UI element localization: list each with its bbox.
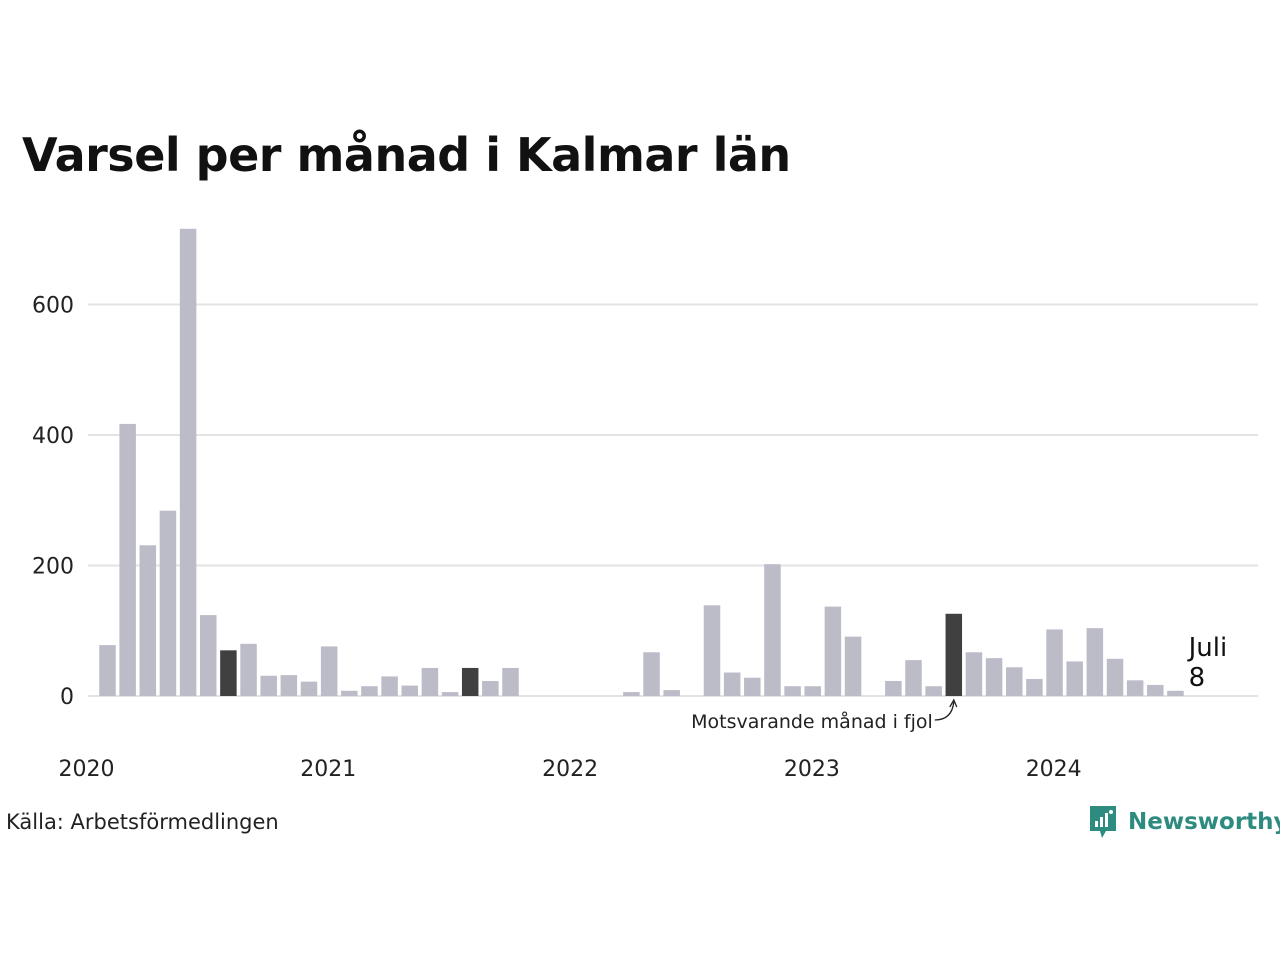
y-tick-label: 400	[32, 424, 74, 449]
bar	[461, 667, 479, 696]
bar	[885, 680, 902, 696]
bar	[643, 652, 660, 696]
bar	[381, 676, 398, 696]
bar	[844, 636, 862, 696]
bar	[945, 613, 963, 696]
bar	[341, 690, 358, 696]
bar	[482, 680, 499, 696]
y-tick-label: 600	[32, 294, 74, 319]
source-note: Källa: Arbetsförmedlingen	[6, 810, 279, 834]
x-tick-label: 2024	[1026, 757, 1082, 782]
y-tick-label: 0	[60, 685, 74, 710]
bar	[703, 605, 721, 696]
bar	[200, 615, 217, 696]
current-month-value: 8	[1189, 663, 1206, 693]
chart-title: Varsel per månad i Kalmar län	[22, 128, 791, 182]
bar	[99, 645, 116, 696]
bar	[300, 681, 318, 696]
newsworthy-logo-icon	[1090, 806, 1116, 838]
bar	[139, 545, 157, 696]
x-tick-label: 2020	[59, 757, 115, 782]
annotation-arrowhead	[949, 698, 958, 708]
bar	[502, 667, 519, 696]
bar	[905, 660, 922, 696]
bar	[119, 423, 136, 696]
bar	[1086, 628, 1104, 696]
annotation-arrow	[934, 701, 955, 721]
bar	[401, 685, 418, 696]
current-month-label: Juli	[1187, 633, 1228, 663]
bar	[220, 650, 237, 696]
bar	[744, 677, 761, 696]
bar	[663, 690, 680, 696]
bar	[764, 564, 781, 696]
bar	[179, 228, 197, 696]
bar	[280, 675, 298, 696]
bar	[159, 510, 177, 696]
bar	[1026, 679, 1043, 696]
bar	[623, 692, 640, 696]
bar	[240, 643, 257, 696]
x-tick-label: 2023	[784, 757, 840, 782]
newsworthy-logo[interactable]: Newsworthy	[1088, 804, 1280, 840]
bar	[1126, 680, 1144, 696]
bar	[925, 686, 942, 696]
bar	[824, 606, 842, 696]
annotation-text: Motsvarande månad i fjol	[691, 710, 933, 733]
bar	[723, 672, 741, 696]
bar	[441, 692, 459, 696]
bar	[421, 667, 439, 696]
bar	[985, 658, 1003, 696]
bar	[1167, 690, 1184, 696]
bar	[1066, 661, 1083, 696]
bar	[260, 675, 277, 696]
bar	[1046, 629, 1063, 696]
x-tick-label: 2022	[542, 757, 598, 782]
bar	[1147, 684, 1164, 696]
y-tick-label: 200	[32, 555, 74, 580]
bar	[1106, 658, 1124, 696]
bar	[1006, 667, 1023, 696]
bar	[804, 686, 821, 696]
bar	[784, 686, 801, 696]
bar	[361, 686, 378, 696]
brand-name: Newsworthy	[1128, 809, 1280, 835]
bar	[320, 646, 338, 696]
bar	[965, 652, 983, 696]
x-tick-label: 2021	[300, 757, 356, 782]
